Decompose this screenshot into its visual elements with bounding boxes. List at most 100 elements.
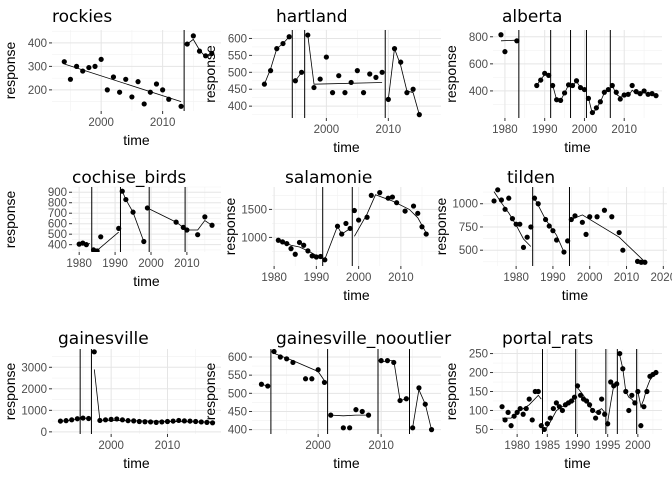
y-axis-title: response xyxy=(433,197,449,255)
data-point xyxy=(298,69,305,75)
data-point xyxy=(542,70,548,76)
data-point xyxy=(524,234,530,240)
data-point xyxy=(520,244,527,251)
data-point xyxy=(586,402,593,408)
fit-segment xyxy=(387,48,420,115)
data-point xyxy=(644,388,650,395)
data-point xyxy=(202,214,208,220)
data-point xyxy=(181,418,187,424)
data-point xyxy=(290,359,296,366)
data-point xyxy=(583,231,589,237)
data-point xyxy=(173,219,179,225)
data-point xyxy=(593,415,599,421)
data-layer xyxy=(61,30,215,111)
x-tick-label: 2010 xyxy=(611,124,637,136)
data-point xyxy=(153,81,160,87)
data-point xyxy=(541,426,547,433)
data-point xyxy=(514,409,520,415)
data-point xyxy=(190,33,196,39)
data-point xyxy=(568,398,575,404)
data-point xyxy=(633,89,639,95)
data-point xyxy=(353,407,359,413)
plot-area xyxy=(272,187,441,266)
y-tick-label: 1000 xyxy=(21,405,47,417)
data-point xyxy=(279,239,286,245)
fit-segment xyxy=(330,414,369,417)
data-point xyxy=(323,54,329,60)
data-point xyxy=(597,99,603,105)
data-point xyxy=(178,103,184,109)
data-point xyxy=(398,59,404,65)
data-point xyxy=(74,416,80,422)
data-point xyxy=(404,90,410,96)
data-point xyxy=(73,63,80,69)
x-tick-label: 2000 xyxy=(88,117,114,129)
x-tick-label: 1980 xyxy=(503,272,529,284)
data-point xyxy=(561,90,568,96)
x-tick-label: 2000 xyxy=(98,440,124,452)
data-point xyxy=(258,381,265,387)
data-point xyxy=(569,82,576,89)
data-point xyxy=(153,419,159,425)
data-point xyxy=(351,207,357,214)
data-point xyxy=(505,409,511,415)
data-point xyxy=(649,91,655,97)
x-axis-title: time xyxy=(564,455,591,471)
panel-salamonie: 1980 1990 2000 2010 1000 1500 salamonie time res… xyxy=(222,168,441,303)
data-point xyxy=(616,229,622,236)
data-point xyxy=(141,101,147,107)
x-tick-label: 2010 xyxy=(614,272,640,284)
data-point xyxy=(184,41,190,47)
panel-title: cochise_birds xyxy=(72,168,186,188)
data-point xyxy=(309,253,315,259)
data-point xyxy=(645,91,651,97)
data-point xyxy=(336,73,342,79)
data-point xyxy=(423,231,429,237)
y-tick-label: 0 xyxy=(41,427,47,439)
data-point xyxy=(416,112,422,118)
data-point xyxy=(129,94,135,100)
y-tick-label: 700 xyxy=(48,208,67,220)
data-point xyxy=(558,97,564,103)
data-point xyxy=(83,242,89,248)
data-point xyxy=(601,89,607,95)
data-point xyxy=(180,224,186,230)
panel-title: rockies xyxy=(52,7,112,27)
x-tick-label: 1980 xyxy=(504,440,530,452)
y-tick-label: 600 xyxy=(469,59,488,71)
x-tick-label: 2010 xyxy=(368,440,394,452)
data-point xyxy=(267,68,274,74)
data-point xyxy=(347,225,353,232)
data-point xyxy=(125,418,131,424)
data-point xyxy=(193,418,199,425)
data-point xyxy=(184,227,190,233)
y-tick-label: 600 xyxy=(228,352,247,364)
data-point xyxy=(391,359,397,366)
y-tick-label: 800 xyxy=(48,198,67,210)
data-point xyxy=(517,405,523,412)
data-point xyxy=(196,48,203,54)
data-point xyxy=(301,242,307,248)
data-layer xyxy=(491,187,648,266)
x-tick-label: 2000 xyxy=(572,124,598,136)
panel-tilden: 1980 1990 2000 2010 2020 500 750 1000 tilden time… xyxy=(433,168,672,303)
data-layer xyxy=(275,187,429,266)
y-tick-label: 1000 xyxy=(452,199,478,211)
data-point xyxy=(653,369,659,376)
data-point xyxy=(136,418,142,425)
data-point xyxy=(609,214,615,220)
data-point xyxy=(302,376,309,382)
data-point xyxy=(573,78,580,84)
data-point xyxy=(384,358,391,364)
data-point xyxy=(130,209,136,215)
data-point xyxy=(317,253,324,260)
data-point xyxy=(609,82,615,89)
data-point xyxy=(502,49,508,55)
data-point xyxy=(550,228,556,234)
data-point xyxy=(317,76,323,82)
data-point xyxy=(620,366,626,372)
data-point xyxy=(364,214,370,220)
data-point xyxy=(91,349,97,355)
data-point xyxy=(343,220,349,227)
x-axis-title: time xyxy=(123,455,150,471)
